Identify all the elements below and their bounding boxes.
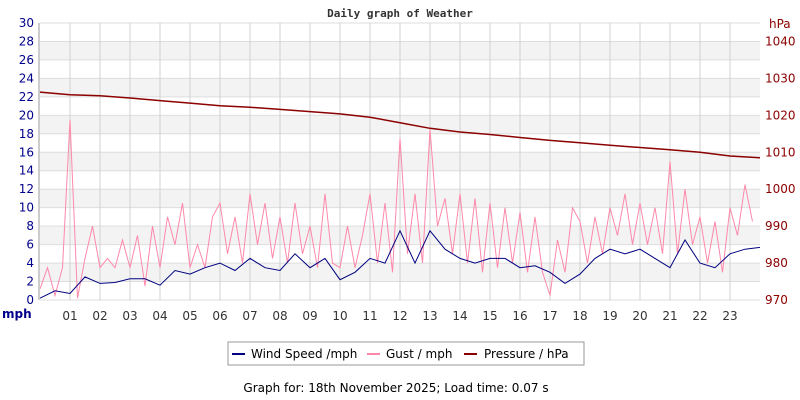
- x-tick-label: 08: [272, 309, 287, 323]
- x-tick-label: 07: [242, 309, 257, 323]
- x-tick-label: 03: [122, 309, 137, 323]
- x-tick-label: 22: [692, 309, 707, 323]
- left-tick-label: 28: [19, 34, 34, 48]
- x-tick-label: 23: [722, 309, 737, 323]
- x-tick-label: 05: [182, 309, 197, 323]
- x-tick-label: 15: [482, 309, 497, 323]
- x-tick-label: 16: [512, 309, 527, 323]
- right-tick-label: 1000: [765, 182, 796, 196]
- left-tick-label: 12: [19, 182, 34, 196]
- left-tick-label: 2: [26, 275, 34, 289]
- left-axis-label: mph: [2, 307, 32, 321]
- x-tick-label: 11: [362, 309, 377, 323]
- footer: Graph for: 18th November 2025; Load time…: [243, 381, 548, 395]
- left-tick-label: 0: [26, 293, 34, 307]
- axes: 0246810121416182022242628309709809901000…: [19, 16, 796, 323]
- left-tick-label: 20: [19, 108, 34, 122]
- right-tick-label: 1040: [765, 34, 796, 48]
- grid-lines: [40, 22, 760, 301]
- left-tick-label: 14: [19, 164, 34, 178]
- left-tick-label: 24: [19, 71, 34, 85]
- left-tick-label: 22: [19, 90, 34, 104]
- chart-title: Daily graph of Weather: [327, 7, 473, 20]
- legend-pressure: Pressure / hPa: [484, 347, 569, 361]
- x-tick-label: 06: [212, 309, 227, 323]
- x-tick-label: 12: [392, 309, 407, 323]
- x-tick-label: 21: [662, 309, 677, 323]
- right-tick-label: 1010: [765, 145, 796, 159]
- left-tick-label: 18: [19, 127, 34, 141]
- left-tick-label: 10: [19, 201, 34, 215]
- x-tick-label: 04: [152, 309, 167, 323]
- x-tick-label: 20: [632, 309, 647, 323]
- x-tick-label: 14: [452, 309, 467, 323]
- x-tick-label: 10: [332, 309, 347, 323]
- x-tick-label: 01: [62, 309, 77, 323]
- left-tick-label: 6: [26, 238, 34, 252]
- left-tick-label: 16: [19, 145, 34, 159]
- series-line-0: [39, 229, 761, 299]
- left-tick-label: 26: [19, 53, 34, 67]
- series-line-2: [39, 91, 761, 159]
- x-tick-label: 02: [92, 309, 107, 323]
- left-tick-label: 4: [26, 256, 34, 270]
- right-tick-label: 990: [765, 219, 788, 233]
- legend-gust: Gust / mph: [386, 347, 452, 361]
- x-tick-label: 17: [542, 309, 557, 323]
- x-tick-label: 19: [602, 309, 617, 323]
- right-tick-label: 1020: [765, 108, 796, 122]
- right-tick-label: 970: [765, 293, 788, 307]
- x-tick-label: 13: [422, 309, 437, 323]
- right-tick-label: 1030: [765, 71, 796, 85]
- series-lines: [39, 91, 761, 299]
- series-line-1: [39, 119, 753, 299]
- x-tick-label: 09: [302, 309, 317, 323]
- right-tick-label: 980: [765, 256, 788, 270]
- right-axis-label: hPa: [769, 17, 791, 31]
- legend-wind: Wind Speed /mph: [251, 347, 357, 361]
- legend: Wind Speed /mph Gust / mph Pressure / hP…: [227, 341, 585, 366]
- x-tick-label: 18: [572, 309, 587, 323]
- left-tick-label: 30: [19, 16, 34, 30]
- left-tick-label: 8: [26, 219, 34, 233]
